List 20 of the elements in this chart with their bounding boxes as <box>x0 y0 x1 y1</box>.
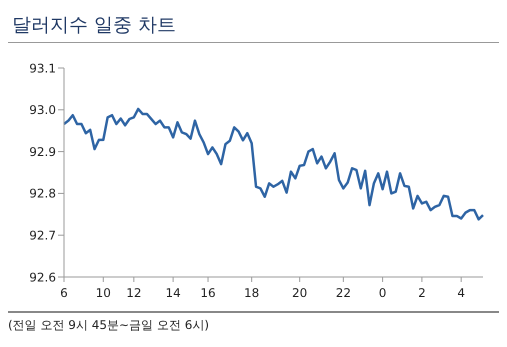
y-tick-label: 92.8 <box>29 186 56 201</box>
y-tick-label: 93.1 <box>29 61 56 76</box>
x-tick-label: 16 <box>200 286 216 300</box>
x-tick-label: 22 <box>336 286 351 300</box>
chart-title: 달러지수 일중 차트 <box>8 8 499 43</box>
x-tick-label: 14 <box>165 286 181 300</box>
x-tick-label: 12 <box>126 286 142 300</box>
y-tick-label: 92.6 <box>29 270 56 284</box>
x-tick-label: 0 <box>378 286 386 300</box>
x-tick-label: 6 <box>60 286 68 300</box>
text: (전일 오전 9시 45분~금일 오전 6시) <box>8 317 210 334</box>
x-tick-label: 20 <box>292 286 308 300</box>
x-tick-label: 18 <box>244 286 260 300</box>
x-tick-label: 4 <box>457 286 465 300</box>
x-tick-label: 10 <box>96 286 111 300</box>
y-tick-label: 93.0 <box>29 103 56 118</box>
y-tick-label: 92.9 <box>29 144 56 159</box>
x-tick-label: 2 <box>418 286 426 300</box>
y-tick-label: 92.7 <box>29 228 56 242</box>
line-series <box>62 108 484 221</box>
